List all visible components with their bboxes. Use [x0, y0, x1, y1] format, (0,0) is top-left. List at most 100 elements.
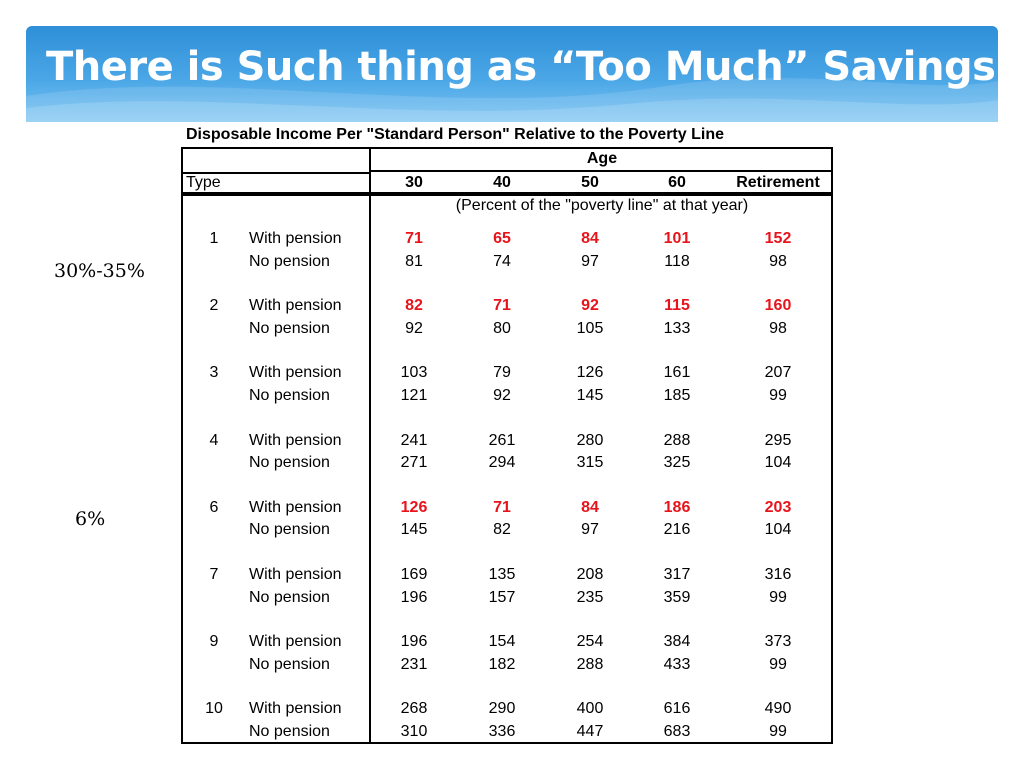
table-cell: 160	[764, 297, 792, 315]
table-cell: 115	[664, 297, 690, 315]
table-cell: 295	[764, 431, 792, 449]
table-cell: 316	[764, 566, 792, 583]
table-divider-type	[182, 172, 370, 174]
table-cell: 254	[576, 633, 604, 651]
table-cell: 216	[663, 521, 691, 539]
table-subheader: (Percent of the "poverty line" at that y…	[455, 197, 749, 214]
slide-title: There is Such thing as “Too Much” Saving…	[46, 44, 996, 90]
table-cell: 241	[400, 431, 428, 449]
table-cell: 203	[764, 498, 792, 516]
table-cell: 118	[664, 252, 690, 270]
column-header-40: 40	[493, 174, 511, 191]
age-header: Age	[586, 150, 618, 167]
table-cell: 294	[488, 454, 516, 472]
table-cell: 97	[581, 252, 599, 270]
table-cell: 235	[576, 588, 604, 606]
table-cell: 82	[405, 297, 423, 315]
table-cell: 98	[769, 252, 787, 270]
table-cell: 80	[493, 319, 511, 337]
table-cell: 145	[400, 521, 428, 539]
row-label: No pension	[249, 252, 330, 270]
table-cell: 154	[488, 633, 516, 651]
table-cell: 616	[663, 700, 691, 718]
table-cell: 104	[764, 521, 792, 539]
table-cell: 84	[581, 230, 599, 247]
table-cell: 196	[400, 633, 428, 651]
table-cell: 384	[663, 633, 691, 651]
table-cell: 310	[400, 722, 428, 740]
table-cell: 288	[576, 655, 604, 673]
table-cell: 121	[400, 386, 428, 404]
row-type-number: 3	[209, 364, 219, 382]
table-cell: 373	[764, 633, 792, 651]
table-cell: 359	[663, 588, 691, 606]
table-cell: 65	[493, 230, 511, 247]
table-cell: 92	[493, 386, 511, 404]
row-label: With pension	[249, 498, 342, 516]
table-divider-header-top	[182, 192, 833, 194]
row-label: No pension	[249, 454, 330, 472]
table-cell: 683	[663, 722, 691, 740]
annotation-6-percent: 6%	[75, 508, 106, 530]
table-divider-age	[369, 170, 833, 172]
row-type-number: 2	[209, 297, 219, 315]
table-cell: 280	[576, 431, 604, 449]
table-caption: Disposable Income Per "Standard Person" …	[186, 126, 724, 143]
annotation-30-35-percent: 30%-35%	[54, 260, 145, 282]
table-cell: 105	[576, 319, 604, 337]
column-header-retirement: Retirement	[736, 174, 820, 191]
table-cell: 99	[769, 386, 787, 404]
table-cell: 101	[663, 230, 691, 247]
table-cell: 74	[493, 252, 511, 270]
table-cell: 447	[576, 722, 604, 740]
table-cell: 490	[764, 700, 792, 718]
row-label: With pension	[249, 230, 342, 247]
row-type-number: 4	[209, 431, 219, 449]
table-cell: 185	[663, 386, 691, 404]
table-cell: 182	[488, 655, 516, 673]
row-type-number: 1	[209, 230, 219, 247]
table-cell: 71	[493, 498, 511, 516]
row-label: No pension	[249, 588, 330, 606]
row-type-number: 9	[209, 633, 219, 651]
row-type-number: 6	[209, 498, 219, 516]
table-cell: 336	[488, 722, 516, 740]
table-cell: 261	[488, 431, 516, 449]
table-cell: 207	[764, 364, 792, 382]
table-cell: 290	[488, 700, 516, 718]
table-cell: 135	[488, 566, 516, 583]
table-divider-vertical	[369, 148, 371, 743]
table-cell: 186	[663, 498, 691, 516]
table-cell: 126	[400, 498, 428, 516]
table-cell: 99	[769, 722, 787, 740]
table-cell: 133	[663, 319, 691, 337]
column-header-60: 60	[668, 174, 686, 191]
table-cell: 268	[400, 700, 428, 718]
row-label: With pension	[249, 566, 342, 583]
table-cell: 82	[493, 521, 511, 539]
table-cell: 161	[663, 364, 691, 382]
row-label: No pension	[249, 521, 330, 539]
table-cell: 79	[493, 364, 511, 382]
table-cell: 400	[576, 700, 604, 718]
table-cell: 98	[769, 319, 787, 337]
row-label: With pension	[249, 431, 342, 449]
table-cell: 196	[400, 588, 428, 606]
row-label: No pension	[249, 655, 330, 673]
title-banner: There is Such thing as “Too Much” Saving…	[26, 26, 998, 122]
row-label: With pension	[249, 364, 342, 382]
table-cell: 145	[576, 386, 604, 404]
row-type-number: 7	[209, 566, 219, 583]
table-cell: 103	[400, 364, 428, 382]
row-type-number: 10	[205, 700, 223, 718]
table-cell: 315	[576, 454, 604, 472]
table-cell: 126	[576, 364, 604, 382]
column-header-30: 30	[405, 174, 423, 191]
table-cell: 169	[400, 566, 428, 583]
table-cell: 325	[663, 454, 691, 472]
table-cell: 152	[764, 230, 792, 247]
row-label: With pension	[249, 633, 342, 651]
table-cell: 71	[405, 230, 423, 247]
table-cell: 271	[400, 454, 428, 472]
table-cell: 99	[769, 588, 787, 606]
